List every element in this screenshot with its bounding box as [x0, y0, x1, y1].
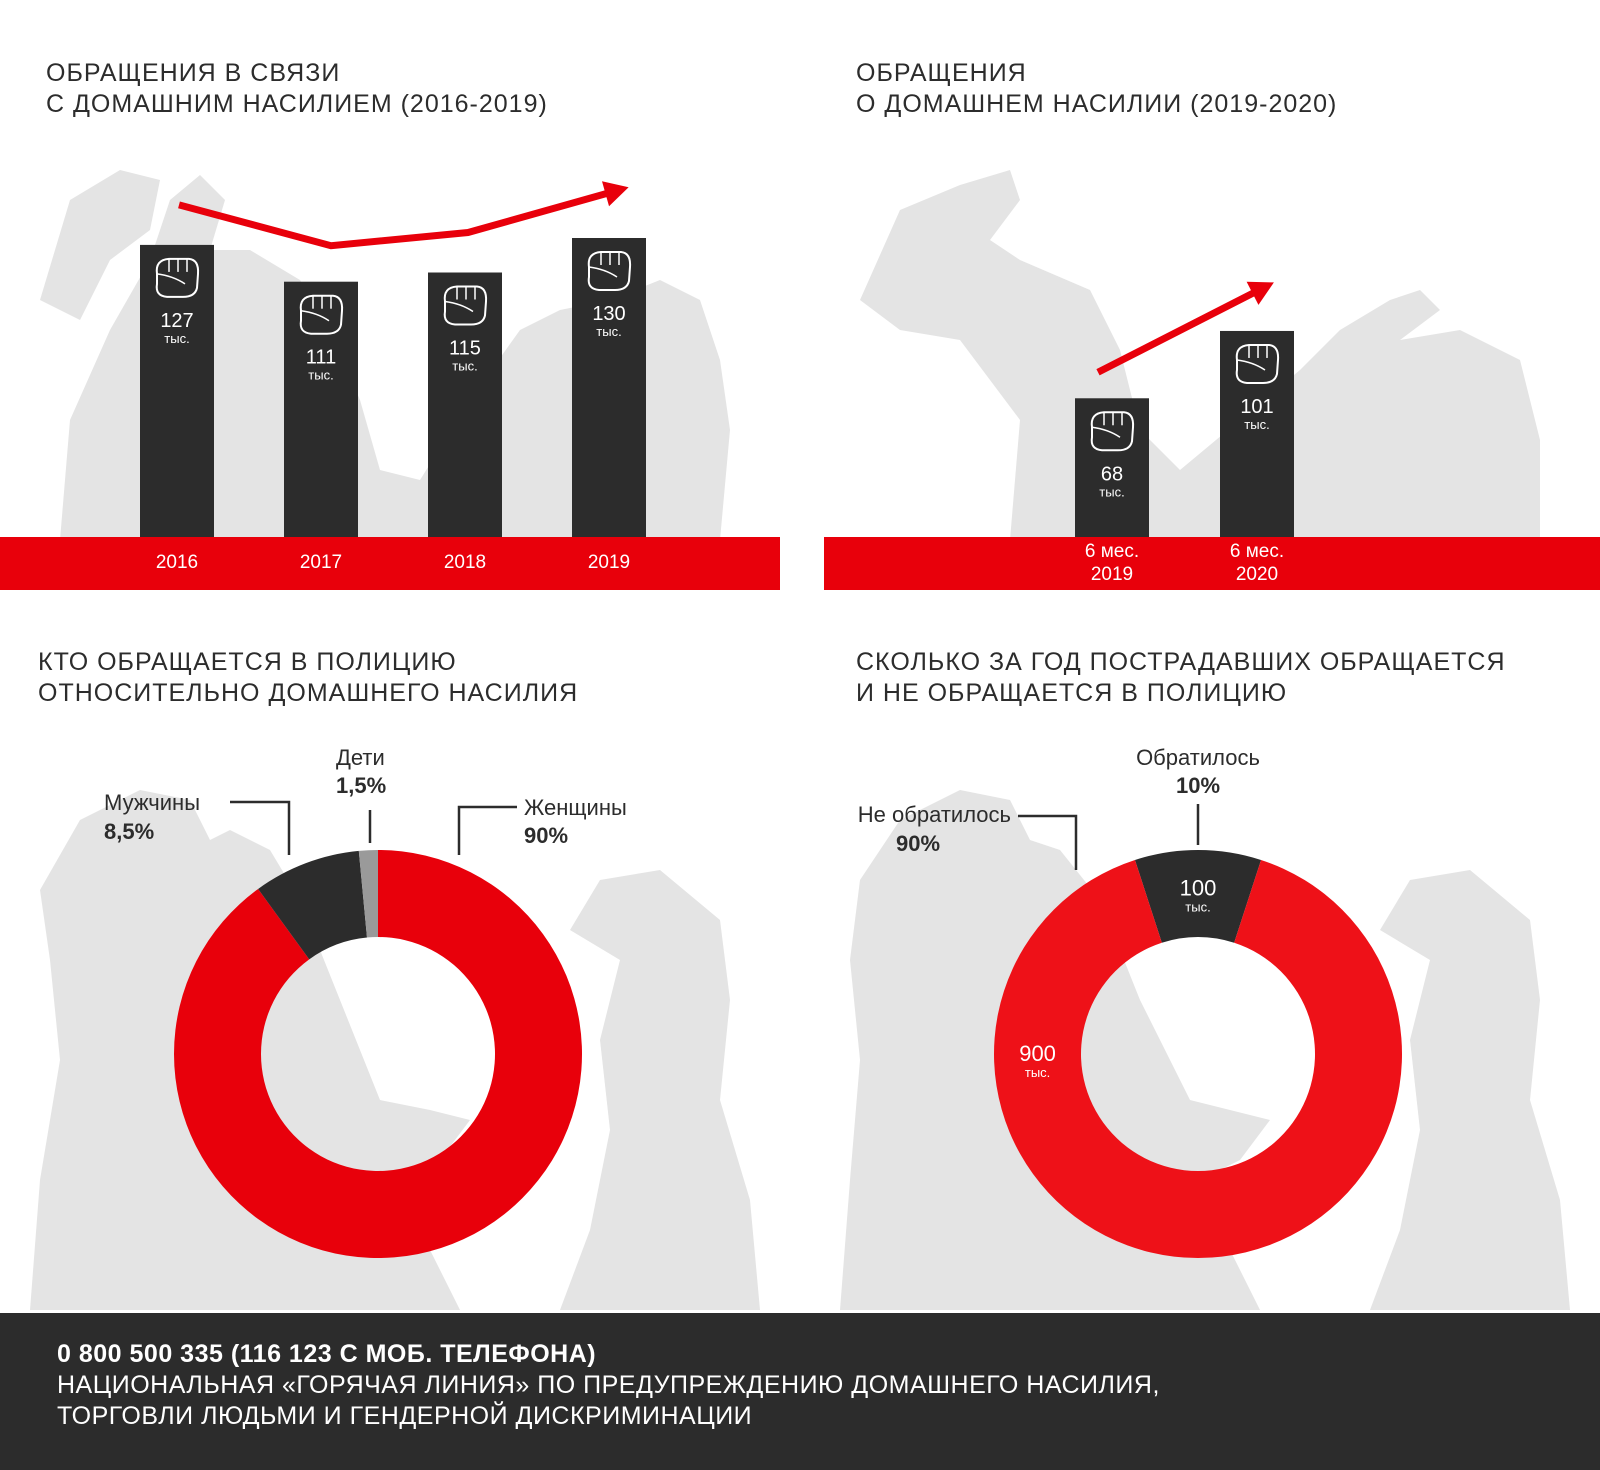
slice-name-label: Женщины — [524, 795, 627, 820]
chart1-title: ОБРАЩЕНИЯ В СВЯЗИ С ДОМАШНИМ НАСИЛИЕМ (2… — [46, 59, 548, 118]
bar-unit-label: тыс. — [1244, 417, 1269, 432]
leader-line — [1018, 814, 1078, 870]
bar-0 — [140, 244, 214, 537]
slice-inner-unit: тыс. — [1185, 900, 1210, 915]
donut-chart-who-reports: Женщины 90% Мужчины 8,5% Дети 1,5% — [30, 745, 760, 1310]
bar-2 — [428, 272, 502, 537]
bar-0 — [1075, 398, 1149, 537]
bar-unit-label: тыс. — [308, 368, 333, 383]
bar-value-label: 111 — [306, 347, 336, 369]
bar-unit-label: тыс. — [1099, 484, 1124, 499]
slice-percent-label: 8,5% — [104, 819, 154, 844]
fist-icon — [1090, 411, 1135, 452]
bar-value-label: 115 — [449, 338, 481, 360]
slice-inner-value: 900 — [1019, 1041, 1056, 1066]
leader-line — [230, 800, 291, 855]
hotline-footer: 0 800 500 335 (116 123 С МОБ. ТЕЛЕФОНА) … — [0, 1313, 1600, 1470]
trend-arrow — [178, 186, 620, 250]
donut-slice-0 — [1134, 850, 1262, 943]
category-label: 2019 — [1091, 564, 1133, 585]
axis-band — [824, 537, 1600, 590]
fist-icon — [443, 285, 488, 326]
category-label: 6 мес. — [1230, 541, 1284, 562]
slice-percent-label: 10% — [1176, 773, 1220, 798]
category-label: 2020 — [1236, 564, 1278, 585]
category-label: 2016 — [156, 552, 198, 573]
fist-icon — [299, 294, 344, 335]
hotline-description: НАЦИОНАЛЬНАЯ «ГОРЯЧАЯ ЛИНИЯ» ПО ПРЕДУПРЕ… — [57, 1371, 1160, 1430]
trend-arrow-head — [602, 181, 629, 207]
slice-name-label: Дети — [336, 745, 385, 770]
fist-icon — [1235, 343, 1280, 384]
category-label: 2017 — [300, 552, 342, 573]
bar-unit-label: тыс. — [596, 324, 621, 339]
slice-name-label: Мужчины — [104, 790, 200, 815]
fist-icon — [587, 251, 632, 291]
category-label: 2019 — [588, 552, 630, 573]
slice-percent-label: 1,5% — [336, 773, 386, 798]
chart2-title: ОБРАЩЕНИЯ О ДОМАШНЕМ НАСИЛИИ (2019-2020) — [856, 59, 1338, 118]
bar-value-label: 127 — [160, 310, 193, 332]
donut-slice-1 — [258, 850, 367, 960]
chart3-title: КТО ОБРАЩАЕТСЯ В ПОЛИЦИЮ ОТНОСИТЕЛЬНО ДО… — [38, 648, 579, 707]
bar-1 — [284, 281, 358, 537]
chart4-title: СКОЛЬКО ЗА ГОД ПОСТРАДАВШИХ ОБРАЩАЕТСЯ И… — [856, 648, 1506, 707]
donut-slice-1 — [993, 859, 1402, 1258]
slice-percent-label: 90% — [896, 831, 940, 856]
trend-arrow-head — [1246, 281, 1274, 305]
slice-inner-value: 100 — [1180, 876, 1217, 901]
category-label: 2018 — [444, 552, 486, 573]
slice-percent-label: 90% — [524, 823, 568, 848]
donut-slice-2 — [358, 850, 378, 938]
background-silhouette — [40, 170, 730, 540]
fist-icon — [155, 257, 200, 298]
bar-value-label: 101 — [1240, 396, 1273, 418]
slice-name-label: Обратилось — [1136, 745, 1260, 770]
slice-name-label: Не обратилось — [858, 802, 1011, 827]
trend-arrow — [1096, 283, 1267, 376]
bar-unit-label: тыс. — [164, 331, 189, 346]
background-silhouette — [860, 170, 1540, 540]
category-label: 6 мес. — [1085, 541, 1139, 562]
slice-inner-unit: тыс. — [1025, 1065, 1050, 1080]
bar-value-label: 68 — [1101, 463, 1123, 485]
bar-3 — [572, 238, 646, 537]
axis-band — [0, 537, 780, 590]
donut-slice-0 — [173, 850, 582, 1259]
bar-unit-label: тыс. — [452, 359, 477, 374]
leader-line — [457, 805, 517, 855]
hotline-phone: 0 800 500 335 (116 123 С МОБ. ТЕЛЕФОНА) — [57, 1340, 597, 1368]
bar-value-label: 130 — [592, 303, 625, 325]
